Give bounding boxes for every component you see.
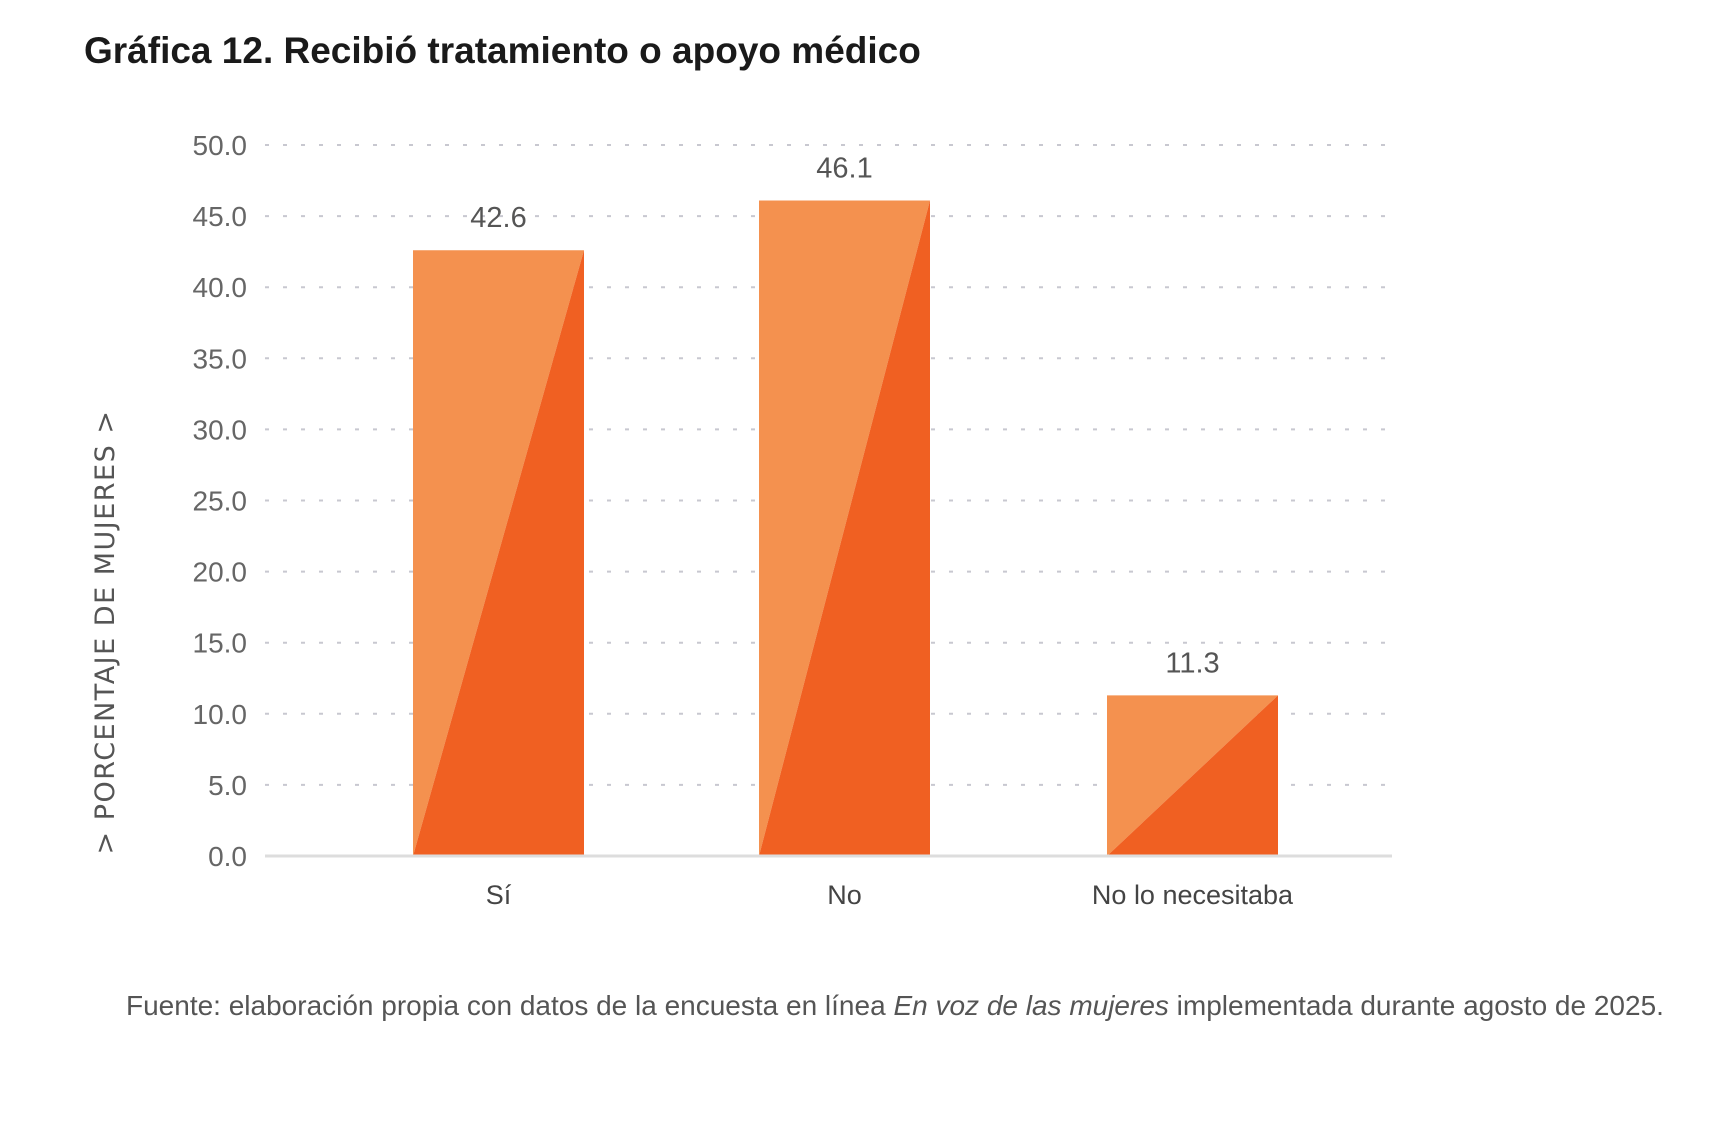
data-label: 42.6 [470,202,526,234]
chart-title: Gráfica 12. Recibió tratamiento o apoyo … [84,30,921,71]
y-tick-label: 0.0 [208,841,247,872]
bar-chart: 0.0 5.0 10.0 15.0 20.0 25.0 30.0 35.0 40.0 45.0 50… [90,130,1392,910]
source-note: Fuente: elaboración propia con datos de … [126,978,1706,1033]
data-label: 46.1 [816,152,872,184]
y-axis-label: > PORCENTAJE DE MUJERES > [90,410,121,855]
survey-name: En voz de las mujeres [893,990,1169,1021]
source-prefix: Fuente: elaboración propia con datos de … [126,990,894,1021]
source-suffix: implementada durante agosto de 2025. [1168,990,1664,1021]
y-tick-label: 35.0 [193,343,248,374]
bar-dark-2 [1107,695,1278,856]
y-tick-label: 25.0 [193,486,248,517]
x-category-label: No lo necesitaba [1092,880,1294,910]
y-tick-label: 50.0 [193,130,248,161]
y-tick-label: 45.0 [193,201,248,232]
bar-light-2 [1107,695,1278,856]
y-tick-label: 5.0 [208,770,247,801]
data-label: 11.3 [1165,647,1219,679]
y-tick-label: 20.0 [193,557,248,588]
y-tick-label: 40.0 [193,272,248,303]
bar-dark-1 [759,200,930,856]
x-category-label: No [827,880,862,910]
bar-dark-0 [413,250,584,856]
x-category-label: Sí [486,880,512,910]
y-tick-label: 30.0 [193,414,248,445]
y-tick-label: 15.0 [193,628,248,659]
y-tick-label: 10.0 [193,699,248,730]
